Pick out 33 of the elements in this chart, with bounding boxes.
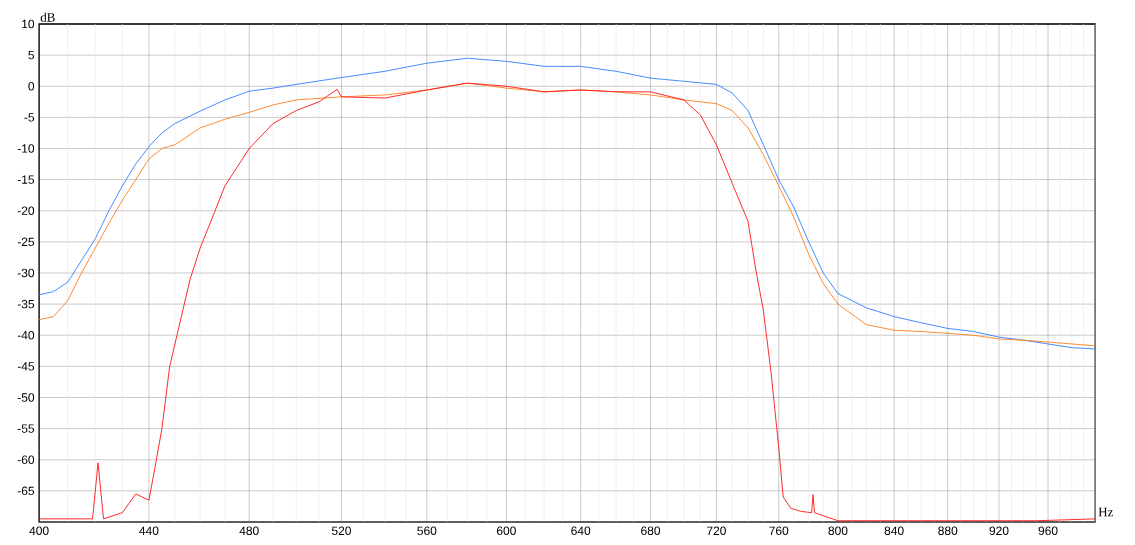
y-tick-label: -35 — [17, 299, 35, 309]
y-tick-label: -5 — [24, 113, 35, 122]
x-tick-label: 520 — [331, 526, 351, 536]
y-tick-label: -15 — [17, 175, 35, 184]
x-tick-label: 560 — [417, 526, 437, 536]
x-tick-label: 440 — [139, 526, 159, 536]
y-tick-label: 10 — [22, 19, 35, 29]
y-tick-label: 0 — [28, 82, 35, 91]
y-tick-label: -55 — [17, 424, 35, 433]
x-tick-label: 920 — [989, 526, 1009, 536]
y-tick-label: -30 — [17, 268, 35, 278]
y-tick-label: -45 — [17, 362, 35, 371]
x-tick-label: 480 — [239, 526, 259, 536]
x-tick-label: 680 — [641, 526, 661, 536]
x-tick-label: 880 — [938, 526, 958, 536]
y-tick-label: -40 — [17, 330, 35, 340]
x-tick-label: 720 — [706, 526, 726, 536]
y-tick-label: -60 — [17, 455, 35, 464]
y-tick-label: -10 — [17, 144, 35, 153]
y-tick-label: -65 — [17, 486, 35, 496]
x-tick-label: 600 — [496, 526, 516, 536]
x-axis-title: Hz — [1098, 507, 1113, 517]
x-tick-label: 960 — [1038, 526, 1058, 536]
y-tick-label: -50 — [17, 393, 35, 402]
y-tick-label: -25 — [17, 237, 35, 247]
y-tick-label: 5 — [28, 50, 35, 60]
x-tick-label: 640 — [571, 526, 591, 536]
x-tick-label: 760 — [769, 526, 789, 536]
x-tick-label: 800 — [828, 526, 848, 536]
y-axis-title: dB — [40, 12, 55, 22]
x-tick-label: 400 — [29, 526, 49, 536]
y-tick-label: -20 — [17, 206, 35, 215]
x-tick-label: 840 — [884, 526, 904, 536]
